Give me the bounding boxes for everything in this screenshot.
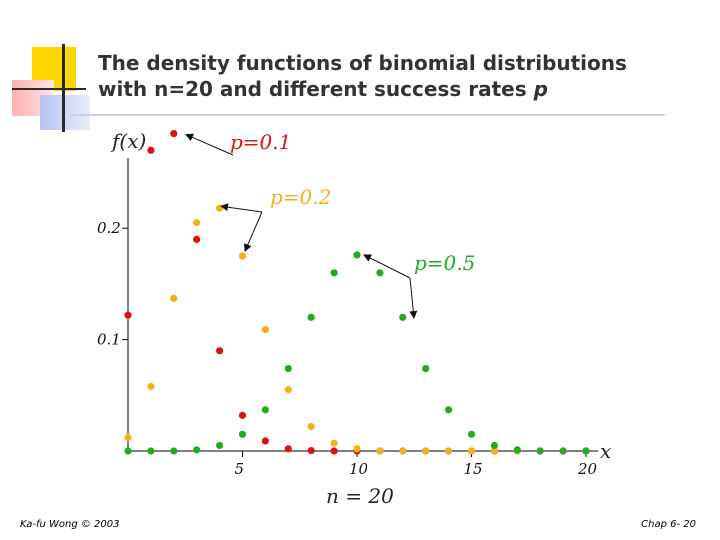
data-point: [261, 437, 269, 445]
title-line-1: The density functions of binomial distri…: [98, 51, 627, 75]
footer-credit: Ka-fu Wong © 2003: [20, 519, 120, 530]
data-point: [307, 422, 315, 431]
data-point: [536, 447, 544, 455]
data-point: [147, 146, 155, 154]
data-point: [376, 269, 384, 277]
data-point: [261, 406, 269, 414]
data-point: [399, 313, 407, 321]
title-variable: p: [533, 77, 548, 101]
data-point: [422, 364, 430, 373]
data-point: [124, 434, 132, 442]
data-point: [376, 447, 384, 455]
data-point: [216, 204, 224, 212]
data-point: [193, 446, 201, 454]
data-point: [170, 447, 178, 455]
title-underline: [70, 114, 665, 116]
sample-size-caption: n = 20: [326, 484, 394, 508]
data-point: [330, 269, 338, 277]
y-tick-label: 0.2: [97, 219, 121, 237]
data-point: [284, 386, 292, 394]
data-point: [559, 447, 567, 455]
decor-horizontal-line: [12, 88, 86, 90]
data-point: [238, 430, 247, 438]
data-point: [582, 447, 590, 455]
title-line-2: with n=20 and different success rates p: [98, 77, 548, 101]
x-tick-label: 20: [577, 460, 598, 478]
decor-square-blue: [40, 95, 90, 130]
data-point: [307, 313, 315, 321]
data-point: [238, 252, 247, 260]
footer-page: Chap 6- 20: [641, 519, 696, 530]
data-point: [284, 364, 292, 373]
data-point: [284, 445, 292, 453]
x-tick-label: 10: [349, 460, 369, 478]
data-point: [467, 430, 476, 438]
data-point: [124, 311, 132, 319]
data-point: [307, 446, 315, 455]
data-point: [193, 219, 201, 227]
data-point: [193, 235, 201, 243]
data-point: [216, 347, 224, 355]
y-axis-label: f(x): [110, 129, 146, 153]
data-point: [261, 325, 269, 334]
slide-title: The density functions of binomial distri…: [98, 50, 698, 102]
data-point: [422, 447, 430, 455]
x-tick-label: 15: [464, 460, 483, 478]
data-point: [124, 447, 132, 455]
arrow-p02-b: [244, 211, 263, 253]
data-point: [513, 446, 521, 454]
arrow-p05-b: [409, 277, 418, 319]
data-point: [238, 411, 247, 419]
y-tick-label: 0.1: [97, 331, 121, 349]
data-point: [399, 447, 407, 455]
data-point: [445, 406, 453, 414]
data-point: [490, 447, 498, 455]
data-point: [330, 447, 338, 455]
arrow-p05-a: [363, 254, 411, 279]
arrow-p02-a: [220, 203, 263, 213]
data-point: [147, 447, 155, 455]
data-point: [147, 382, 155, 390]
data-point: [353, 445, 361, 453]
series-label-p05: p=0.5: [414, 251, 475, 275]
data-point: [170, 129, 178, 138]
x-tick-label: 5: [235, 460, 245, 478]
data-point: [353, 251, 361, 259]
series-label-p02: p=0.2: [270, 185, 331, 209]
arrow-p01: [185, 133, 234, 156]
series-label-p01: p=0.1: [230, 130, 291, 154]
data-point: [445, 447, 453, 455]
data-point: [216, 441, 224, 450]
data-point: [330, 439, 338, 447]
data-point: [170, 294, 178, 303]
data-point: [467, 447, 476, 455]
data-point: [490, 441, 498, 450]
x-axis-label: x: [600, 439, 611, 463]
